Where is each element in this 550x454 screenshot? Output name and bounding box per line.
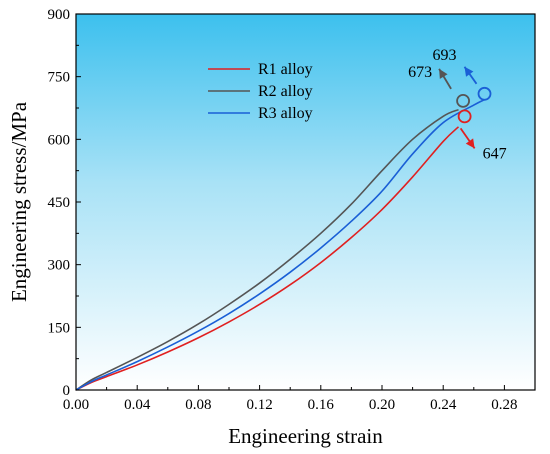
y-tick-label: 600 [48, 132, 71, 148]
r2-alloy-peak-label: 673 [408, 64, 432, 81]
y-tick-label: 150 [48, 320, 71, 336]
x-tick-label: 0.24 [430, 397, 457, 413]
y-tick-label: 300 [48, 258, 71, 274]
x-tick-label: 0.12 [246, 397, 272, 413]
r3-alloy-peak-marker [477, 86, 492, 101]
legend: R1 alloy R2 alloy R3 alloy [208, 61, 313, 122]
r2-alloy-arrow-head [439, 68, 448, 79]
r3-alloy-legend-label: R3 alloy [258, 105, 313, 122]
y-axis-title: Engineering stress/MPa [7, 101, 31, 302]
x-tick-label: 0.28 [491, 397, 517, 413]
r3-alloy-peak-label: 693 [433, 47, 457, 64]
r2-alloy-curve [75, 108, 459, 391]
r3-alloy-curve [75, 98, 485, 391]
plot-background [76, 14, 535, 390]
x-tick-label: 0.08 [185, 397, 211, 413]
x-tick-label: 0.00 [63, 397, 89, 413]
r2-alloy-legend-label: R2 alloy [258, 83, 313, 100]
r1-alloy-peak-label: 647 [483, 145, 507, 162]
r2-alloy-peak-marker [456, 93, 470, 108]
y-tick-label: 750 [48, 70, 71, 86]
x-tick-label: 0.04 [124, 397, 151, 413]
y-tick-label: 900 [48, 7, 71, 23]
r3-alloy-arrow-head [464, 66, 474, 77]
y-tick-label: 450 [48, 195, 71, 211]
x-tick-label: 0.20 [369, 397, 395, 413]
x-tick-label: 0.16 [308, 397, 335, 413]
x-axis-title: Engineering strain [228, 424, 383, 448]
r1-alloy-arrow-head [465, 138, 475, 149]
r1-alloy-legend-label: R1 alloy [258, 61, 313, 78]
r1-alloy-peak-marker [457, 109, 472, 124]
r1-alloy-curve [75, 126, 460, 391]
ticks-layer: 0.00 0.04 0.08 0.12 0.16 0.20 0.24 0.28 0 150 300 4… [48, 7, 518, 413]
series-layer [75, 98, 485, 391]
y-tick-label: 0 [63, 383, 71, 399]
